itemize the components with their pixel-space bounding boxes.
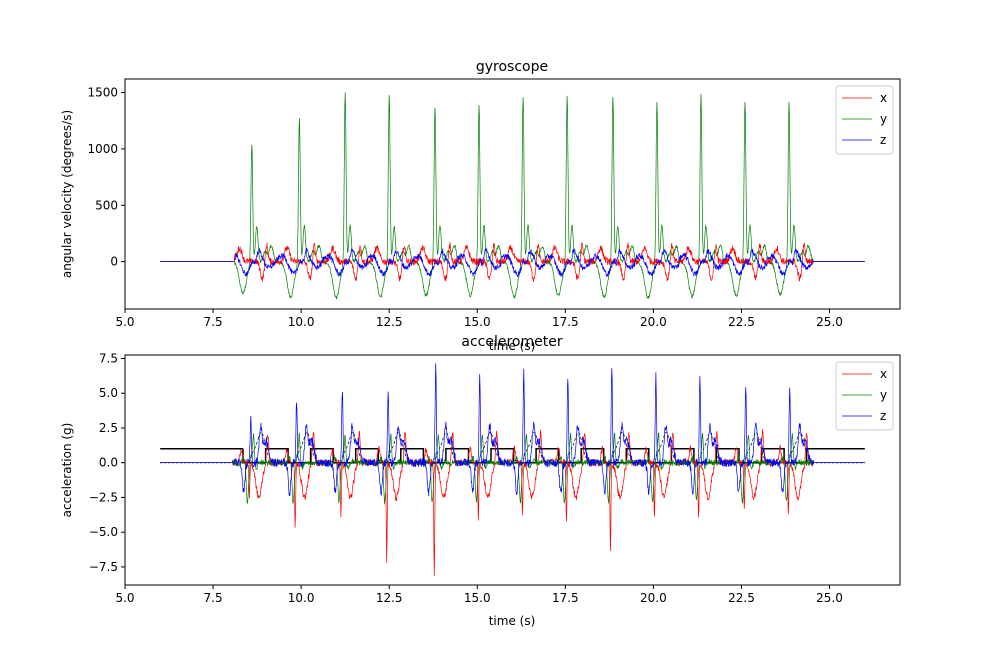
y-tick-label: −7.5 [89,560,118,574]
x-tick-label: 5.0 [115,591,134,605]
accelerometer-axes-background [125,355,900,585]
gyroscope-legend-x-label: x [880,91,887,105]
x-tick-label: 12.5 [376,315,403,329]
gyroscope-y-axis-label: angular velocity (degrees/s) [60,110,74,278]
gyroscope-ticks: 5.0 7.5 10.0 12.5 15.0 17.5 20.0 22.5 25.0 0 500 10… [87,86,842,329]
x-tick-label: 7.5 [204,591,223,605]
gyroscope-legend-box [835,85,894,155]
y-tick-label: 0 [110,255,118,269]
gyroscope-lines [160,92,865,300]
accelerometer-ticks: 5.0 7.5 10.0 12.5 15.0 17.5 20.0 22.5 25.0 −7.5 −5… [89,351,843,605]
y-tick-label: −2.5 [89,490,118,504]
x-tick-label: 22.5 [728,315,755,329]
accelerometer-y-axis-label: acceleration (g) [60,423,74,518]
gyroscope-legend-y-label: y [880,112,887,126]
accelerometer-title: accelerometer [461,334,562,350]
accelerometer-legend-x-label: x [880,367,887,381]
x-tick-label: 22.5 [728,591,755,605]
x-tick-label: 15.0 [464,591,491,605]
accelerometer-axes-frame [124,354,901,586]
y-tick-label: 2.5 [99,421,118,435]
accelerometer-series-z-line [160,363,865,497]
gyroscope-axes-background [125,79,900,309]
y-tick-label: 5.0 [99,386,118,400]
gyroscope-x-axis-label: time (s) [489,339,536,353]
x-tick-label: 10.0 [288,591,315,605]
accelerometer-legend: x y z [835,361,894,431]
gyroscope-legend-z-label: z [880,133,886,147]
accelerometer-lines [160,363,865,577]
x-tick-label: 7.5 [204,315,223,329]
gyroscope-series-z-line [160,247,865,278]
y-tick-label: 1000 [87,142,118,156]
x-tick-label: 25.0 [816,591,843,605]
y-tick-label: 0.0 [99,456,118,470]
x-tick-label: 15.0 [464,315,491,329]
accelerometer-x-axis-label: time (s) [489,614,536,628]
accelerometer-legend-box [835,361,894,431]
x-tick-label: 25.0 [816,315,843,329]
x-tick-label: 17.5 [552,315,579,329]
y-tick-label: 500 [95,198,118,212]
gyroscope-axes-frame [124,78,901,310]
gyroscope-title: gyroscope [476,59,548,75]
x-tick-label: 17.5 [552,591,579,605]
x-tick-label: 5.0 [115,315,134,329]
x-tick-label: 10.0 [288,315,315,329]
y-tick-label: 7.5 [99,351,118,365]
y-tick-label: 1500 [87,86,118,100]
accelerometer-legend-z-label: z [880,409,886,423]
x-tick-label: 20.0 [640,591,667,605]
accelerometer-legend-y-label: y [880,388,887,402]
gyroscope-panel: 5.0 7.5 10.0 12.5 15.0 17.5 20.0 22.5 25.0 0 500 10… [60,59,901,353]
accelerometer-panel: 5.0 7.5 10.0 12.5 15.0 17.5 20.0 22.5 25.0 −7.5 −5… [60,334,901,628]
x-tick-label: 12.5 [376,591,403,605]
gyroscope-series-y-line [160,92,865,300]
y-tick-label: −5.0 [89,525,118,539]
gyroscope-legend: x y z [835,85,894,155]
x-tick-label: 20.0 [640,315,667,329]
